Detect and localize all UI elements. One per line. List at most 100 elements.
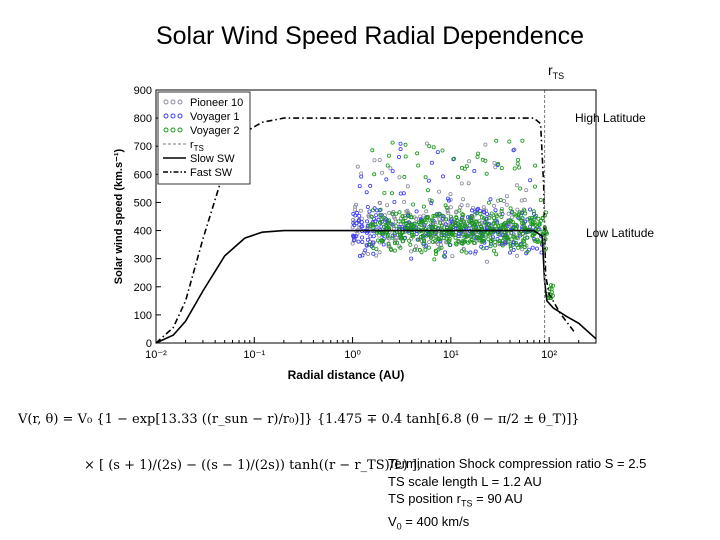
scatter-point <box>443 222 448 227</box>
scatter-point <box>396 219 401 224</box>
scatter-point <box>358 208 363 213</box>
scatter-point <box>427 239 432 244</box>
scatter-point <box>351 221 356 226</box>
scatter-point <box>519 198 524 203</box>
scatter-point <box>439 224 444 229</box>
scatter-point <box>371 251 376 256</box>
scatter-point <box>508 206 513 211</box>
scatter-point <box>413 244 418 249</box>
scatter-point <box>423 247 428 252</box>
slow-sw-line <box>155 229 597 344</box>
scatter-point <box>503 241 508 246</box>
scatter-point <box>465 203 470 208</box>
scatter-point <box>514 253 519 258</box>
scatter-point <box>446 234 451 239</box>
scatter-point <box>464 250 469 255</box>
scatter-point <box>481 246 486 251</box>
scatter-point <box>384 226 389 231</box>
scatter-point <box>497 238 502 243</box>
scatter-point <box>504 202 509 207</box>
scatter-point <box>421 213 426 218</box>
scatter-point <box>421 241 426 246</box>
scatter-point <box>477 238 482 243</box>
scatter-point <box>493 240 498 245</box>
scatter-point <box>374 253 379 258</box>
scatter-point <box>471 240 476 245</box>
scatter-point <box>437 211 442 216</box>
scatter-point <box>506 211 511 216</box>
scatter-point <box>485 211 490 216</box>
scatter-point <box>513 240 518 245</box>
scatter-point <box>392 200 397 205</box>
scatter-point <box>370 148 375 153</box>
scatter-point <box>472 251 477 256</box>
scatter-point <box>436 237 441 242</box>
scatter-point <box>431 224 436 229</box>
scatter-point <box>514 183 519 188</box>
scatter-point <box>398 245 403 250</box>
scatter-point <box>350 241 355 246</box>
scatter-point <box>444 240 449 245</box>
low-latitude-label: Low Latitude <box>586 226 655 240</box>
scatter-point <box>427 144 432 149</box>
scatter-point <box>417 247 422 252</box>
scatter-point <box>445 207 450 212</box>
formula-line-2: × [ (s + 1)/(2s) − ((s − 1)/(2s)) tanh((… <box>84 458 422 473</box>
scatter-point <box>390 235 395 240</box>
scatter-point <box>453 241 458 246</box>
scatter-point <box>484 219 489 224</box>
scatter-point <box>379 239 384 244</box>
scatter-point <box>398 147 403 152</box>
scatter-point <box>374 247 379 252</box>
y-tick-label: 500 <box>134 197 152 209</box>
scatter-point <box>488 244 493 249</box>
scatter-point <box>374 213 379 218</box>
scatter-point <box>416 220 421 225</box>
scatter-point <box>353 213 358 218</box>
plot-frame <box>155 89 597 344</box>
scatter-point <box>516 213 521 218</box>
scatter-point <box>386 153 391 158</box>
scatter-point <box>409 249 414 254</box>
scatter-point <box>354 234 359 239</box>
scatter-point <box>405 208 410 213</box>
scatter-point <box>493 208 498 213</box>
scatter-point <box>385 234 390 239</box>
scatter-point <box>462 223 467 228</box>
scatter-point <box>499 166 504 171</box>
model-parameters: Termination Shock compression ratio S = … <box>388 455 646 536</box>
scatter-point <box>389 247 394 252</box>
scatter-point <box>550 283 555 288</box>
scatter-point <box>483 158 488 163</box>
legend-label: Pioneer 10 <box>190 97 243 109</box>
scatter-point <box>488 239 493 244</box>
scatter-point <box>498 198 503 203</box>
scatter-point <box>524 188 529 193</box>
x-tick-label: 10⁻² <box>145 349 167 361</box>
scatter-point <box>385 232 390 237</box>
scatter-point <box>493 224 498 229</box>
scatter-point <box>496 232 501 237</box>
x-tick-label: 10² <box>541 349 557 361</box>
scatter-point <box>360 235 365 240</box>
scatter-point <box>372 158 377 163</box>
scatter-point <box>503 221 508 226</box>
scatter-point <box>549 283 554 288</box>
scatter-point <box>421 237 426 242</box>
scatter-point <box>410 232 415 237</box>
scatter-point <box>507 250 512 255</box>
scatter-point <box>474 219 479 224</box>
scatter-point <box>372 172 377 177</box>
scatter-point <box>479 215 484 220</box>
scatter-point <box>520 138 525 143</box>
scatter-point <box>489 211 494 216</box>
scatter-point <box>528 178 533 183</box>
scatter-point <box>436 247 441 252</box>
scatter-point <box>435 220 440 225</box>
scatter-point <box>407 238 412 243</box>
scatter-point <box>377 250 382 255</box>
y-tick-label: 700 <box>134 141 152 153</box>
scatter-point <box>351 237 356 242</box>
rts-label: rTS <box>548 62 565 81</box>
scatter-point <box>441 253 446 258</box>
